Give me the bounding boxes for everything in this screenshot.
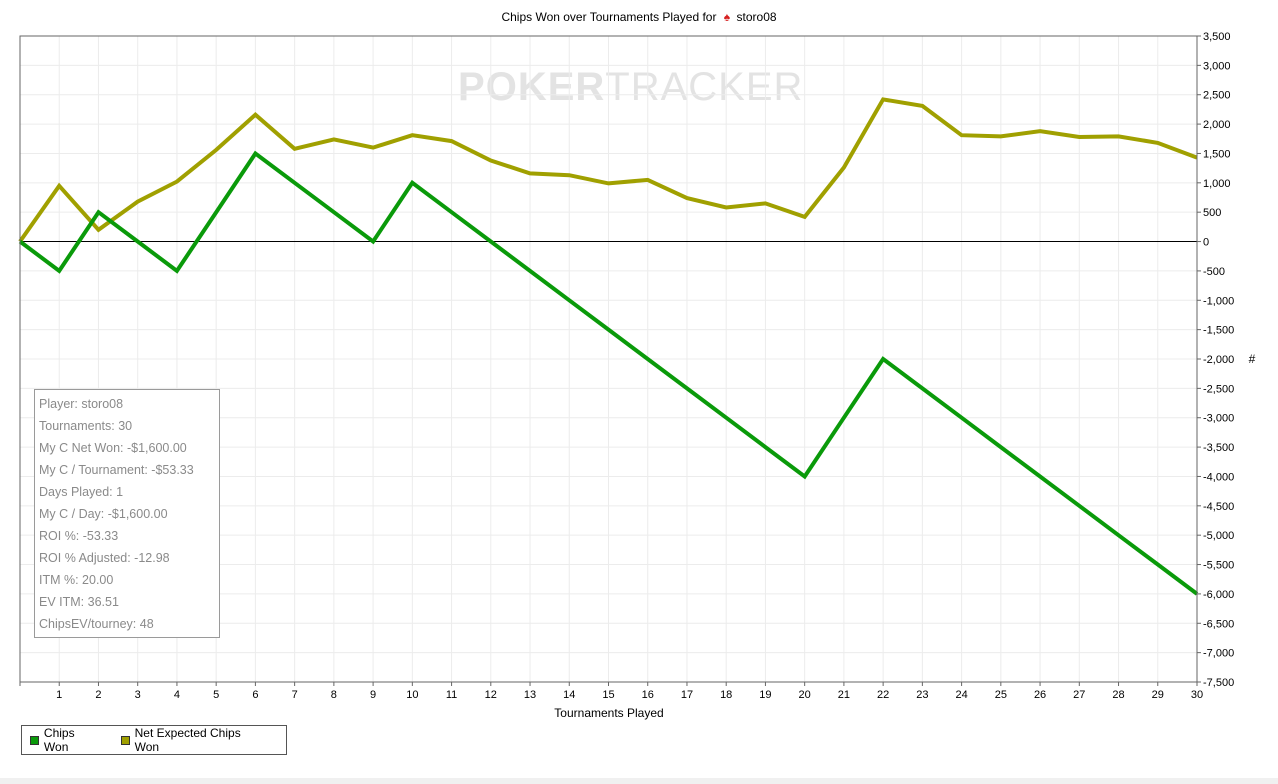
- x-tick-label: 14: [563, 689, 575, 701]
- watermark-right: KER: [518, 65, 605, 109]
- stat-line: My C / Tournament: -$53.33: [39, 463, 194, 477]
- stat-line: My C Net Won: -$1,600.00: [39, 441, 187, 455]
- x-tick-label: 15: [602, 689, 614, 701]
- x-tick-label: 17: [681, 689, 693, 701]
- x-tick-label: 29: [1152, 689, 1164, 701]
- x-tick-label: 28: [1112, 689, 1124, 701]
- y-tick-label: -500: [1203, 266, 1225, 278]
- stat-line: Player: storo08: [39, 397, 124, 411]
- x-tick-label: 7: [292, 689, 298, 701]
- chart-title-prefix: Chips Won over Tournaments Played for: [501, 10, 716, 24]
- watermark-left: P: [458, 65, 486, 109]
- y-tick-label: 2,500: [1203, 90, 1231, 102]
- legend-label-chips-won: Chips Won: [43, 726, 75, 754]
- legend-swatch-chips-won: [30, 735, 39, 745]
- stat-line: EV ITM: 36.51: [39, 595, 119, 609]
- x-tick-label: 23: [916, 689, 928, 701]
- y-tick-label: -3,500: [1203, 442, 1234, 454]
- x-tick-label: 6: [252, 689, 258, 701]
- y-tick-label: -6,500: [1203, 618, 1234, 630]
- x-tick-label: 8: [331, 689, 337, 701]
- y-tick-label: -2,000: [1203, 354, 1234, 366]
- pokertracker-watermark: POKERTRACKER: [458, 65, 803, 109]
- y-tick-label: -4,500: [1203, 501, 1234, 513]
- x-tick-label: 4: [174, 689, 180, 701]
- y-tick-label: -5,500: [1203, 560, 1234, 572]
- x-tick-label: 18: [720, 689, 732, 701]
- y-tick-label: 1,000: [1203, 178, 1231, 190]
- y-tick-label: -5,000: [1203, 530, 1234, 542]
- x-tick-label: 27: [1073, 689, 1085, 701]
- series-line-chips-won: [18, 150, 1199, 596]
- x-tick-label: 25: [995, 689, 1007, 701]
- y-tick-label: -7,000: [1203, 648, 1234, 660]
- x-tick-label: 19: [759, 689, 771, 701]
- x-tick-label: 3: [135, 689, 141, 701]
- legend-item-chips-won: Chips Won: [30, 726, 102, 754]
- spade-icon: ♠: [724, 10, 731, 24]
- y-tick-label: 3,500: [1203, 31, 1231, 43]
- y-tick-label: -1,500: [1203, 325, 1234, 337]
- y-tick-label: -1,000: [1203, 295, 1234, 307]
- x-tick-label: 22: [877, 689, 889, 701]
- y-tick-label: -7,500: [1203, 677, 1234, 689]
- stat-line: ROI % Adjusted: -12.98: [39, 551, 170, 565]
- x-tick-label: 1: [56, 689, 62, 701]
- watermark-tail: TRACKER: [605, 65, 803, 109]
- x-tick-label: 12: [485, 689, 497, 701]
- y-tick-label: 1,500: [1203, 148, 1231, 160]
- legend-label-net-expected: Net Expected Chips Won: [134, 726, 241, 754]
- y-tick-label: -3,000: [1203, 413, 1234, 425]
- y-tick-label: 500: [1203, 207, 1221, 219]
- x-axis-label: Tournaments Played: [554, 706, 663, 720]
- chart-title: Chips Won over Tournaments Played for ♠ …: [501, 10, 776, 24]
- x-tick-label: 20: [799, 689, 811, 701]
- stat-line: Tournaments: 30: [39, 419, 133, 433]
- y-tick-label: -6,000: [1203, 589, 1234, 601]
- y-tick-label: 3,000: [1203, 60, 1231, 72]
- x-tick-label: 21: [838, 689, 850, 701]
- x-tick-label: 30: [1191, 689, 1203, 701]
- x-tick-label: 16: [642, 689, 654, 701]
- y-tick-label: -2,500: [1203, 383, 1234, 395]
- x-tick-label: 26: [1034, 689, 1046, 701]
- x-tick-label: 2: [95, 689, 101, 701]
- x-tick-label: 11: [446, 689, 457, 701]
- bottom-strip: [0, 778, 1278, 784]
- y-tick-label: -4,000: [1203, 471, 1234, 483]
- player-stats-box: Player: storo08 Tournaments: 30 My C Net W…: [34, 389, 220, 638]
- stat-line: My C / Day: -$1,600.00: [39, 507, 168, 521]
- series-line-net-expected: [18, 97, 1198, 243]
- y-tick-label: 2,000: [1203, 119, 1231, 131]
- legend-item-net-expected: Net Expected Chips Won: [120, 726, 267, 754]
- stat-line: ROI %: -53.33: [39, 529, 119, 543]
- stat-line: Days Played: 1: [39, 485, 124, 499]
- y-axis-label: #: [1249, 352, 1256, 366]
- x-tick-label: 13: [524, 689, 536, 701]
- y-tick-label: 0: [1203, 237, 1209, 249]
- stat-line: ChipsEV/tourney: 48: [39, 617, 154, 631]
- x-tick-label: 9: [370, 689, 376, 701]
- x-tick-label: 24: [955, 689, 967, 701]
- legend-swatch-net-expected: [120, 735, 130, 745]
- x-tick-label: 10: [406, 689, 418, 701]
- chart-title-player: storo08: [737, 10, 777, 24]
- x-tick-label: 5: [213, 689, 219, 701]
- stat-line: ITM %: 20.00: [39, 573, 114, 587]
- chart-legend: Chips Won Net Expected Chips Won: [21, 725, 287, 755]
